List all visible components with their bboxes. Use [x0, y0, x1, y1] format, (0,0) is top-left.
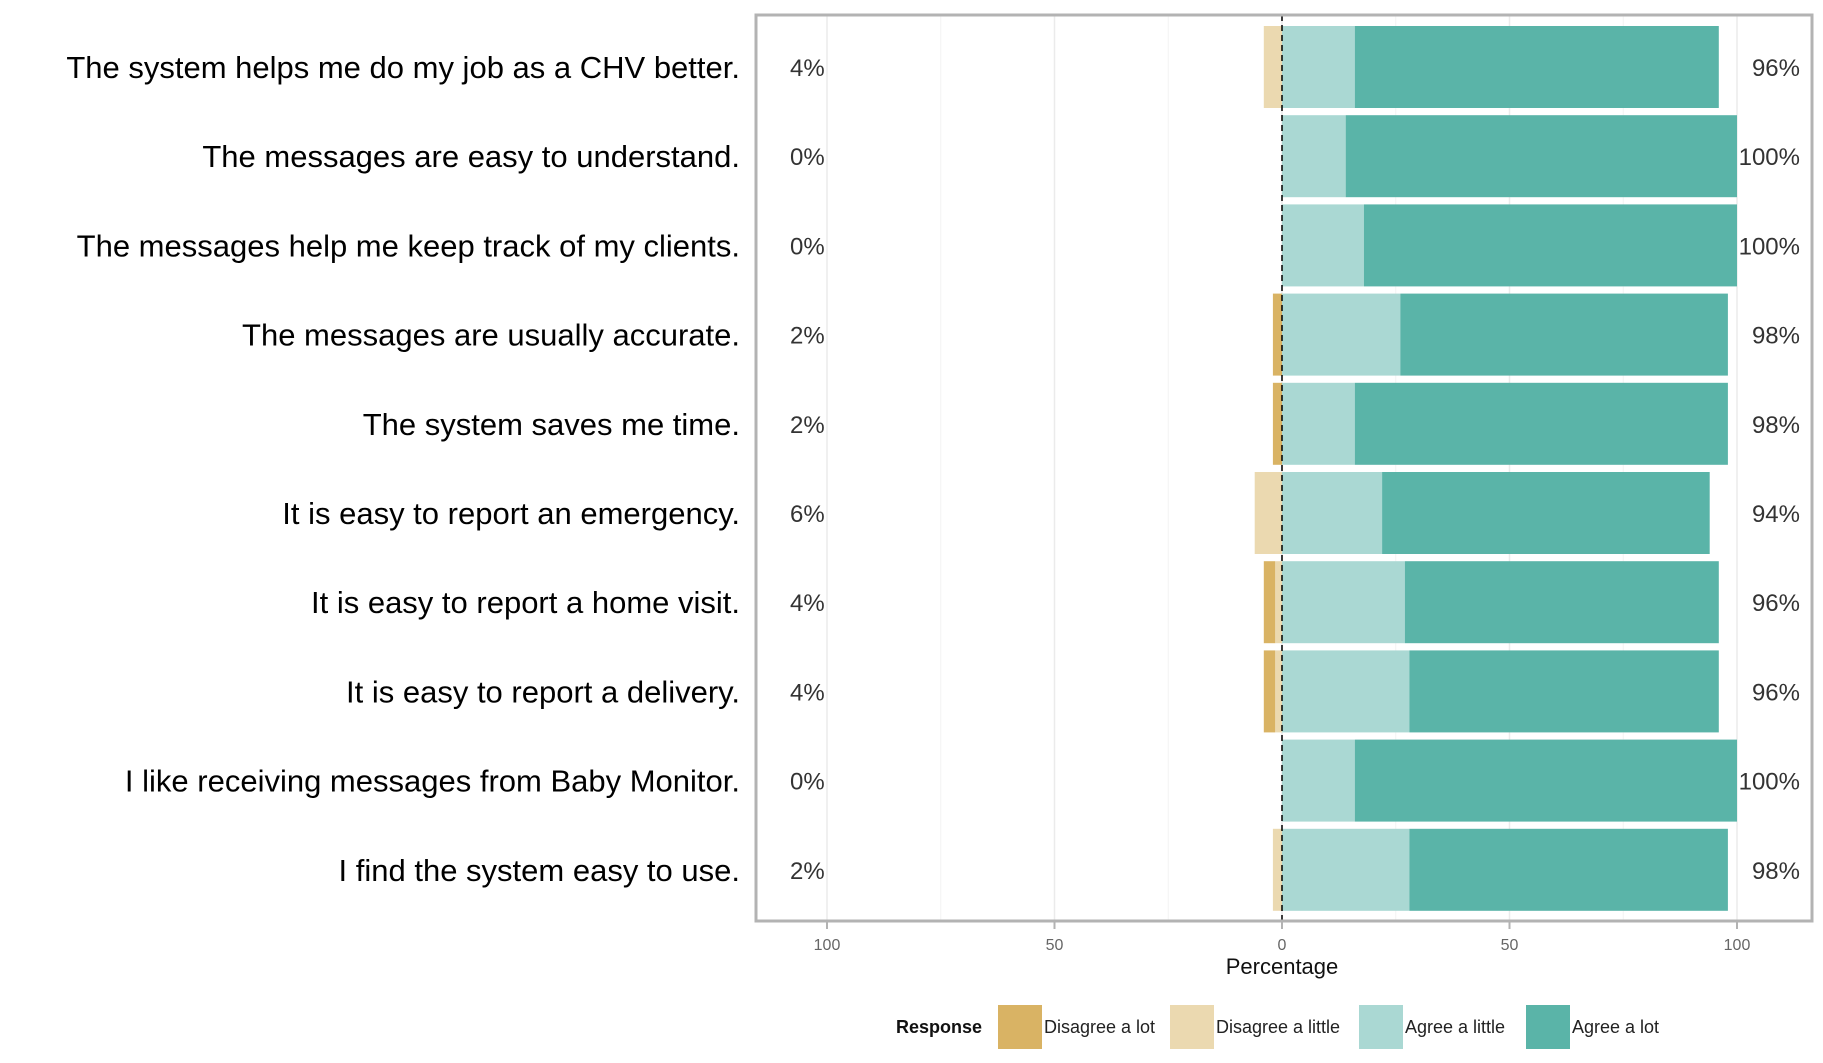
- statement-label: It is easy to report a delivery.: [346, 674, 740, 709]
- right-percent-label: 96%: [1752, 590, 1800, 617]
- x-tick-label: 0: [1278, 937, 1287, 954]
- legend-swatch: [1526, 1005, 1570, 1049]
- x-tick-label: 50: [1501, 937, 1519, 954]
- statement-label: The messages are easy to understand.: [202, 139, 740, 174]
- bar-agree-a-little: [1282, 650, 1410, 733]
- right-percent-label: 96%: [1752, 679, 1800, 706]
- bar-disagree-a-little: [1254, 472, 1282, 554]
- bar-agree-a-little: [1282, 828, 1410, 911]
- bar-agree-a-lot: [1404, 561, 1719, 644]
- bar-agree-a-little: [1282, 293, 1401, 376]
- right-percent-label: 100%: [1739, 144, 1800, 171]
- bar-disagree-a-little: [1263, 26, 1282, 108]
- panel-border: [754, 13, 1814, 923]
- bar-agree-a-little: [1282, 204, 1364, 287]
- bars: [1254, 26, 1737, 911]
- bar-agree-a-lot: [1354, 382, 1728, 465]
- bar-disagree-a-little: [1272, 828, 1282, 911]
- bar-disagree-a-lot: [1263, 561, 1276, 644]
- legend-label: Disagree a lot: [1044, 1017, 1155, 1037]
- bar-disagree-a-lot: [1272, 382, 1282, 465]
- bar-agree-a-lot: [1363, 204, 1737, 287]
- bar-disagree-a-little: [1275, 650, 1282, 733]
- legend-swatch: [1359, 1005, 1403, 1049]
- right-percent-label: 100%: [1739, 233, 1800, 260]
- statement-label: The system helps me do my job as a CHV b…: [66, 50, 740, 85]
- bar-agree-a-lot: [1400, 293, 1728, 376]
- statement-label: The messages help me keep track of my cl…: [77, 228, 740, 263]
- right-percent-label: 96%: [1752, 55, 1800, 82]
- x-axis-title: Percentage: [1226, 954, 1339, 979]
- statement-label: The system saves me time.: [363, 407, 740, 442]
- bar-agree-a-little: [1282, 472, 1383, 554]
- bar-agree-a-lot: [1354, 26, 1719, 108]
- right-percent-label: 94%: [1752, 501, 1800, 528]
- legend-swatch: [998, 1005, 1042, 1049]
- legend-label: Disagree a little: [1216, 1017, 1340, 1037]
- percent-labels: 4% 96% 0% 100% 0% 100% 2% 98% 2% 98% 6% 94% 4% 96% 4% 9…: [790, 55, 1800, 885]
- bar-agree-a-little: [1282, 115, 1346, 198]
- right-percent-label: 98%: [1752, 858, 1800, 885]
- legend-label: Agree a little: [1405, 1017, 1505, 1037]
- left-percent-label: 0%: [790, 233, 825, 260]
- left-percent-label: 0%: [790, 769, 825, 796]
- left-percent-label: 4%: [790, 55, 825, 82]
- statement-label: I find the system easy to use.: [339, 853, 740, 888]
- bar-disagree-a-lot: [1272, 293, 1282, 376]
- bar-agree-a-lot: [1382, 472, 1710, 554]
- x-tick-label: 100: [1724, 937, 1751, 954]
- legend-label: Agree a lot: [1572, 1017, 1659, 1037]
- x-tick-label: 50: [1046, 937, 1064, 954]
- bar-agree-a-little: [1282, 382, 1355, 465]
- legend-swatch: [1170, 1005, 1214, 1049]
- left-percent-label: 4%: [790, 590, 825, 617]
- right-percent-label: 98%: [1752, 412, 1800, 439]
- left-percent-label: 4%: [790, 679, 825, 706]
- bar-agree-a-lot: [1409, 828, 1728, 911]
- left-percent-label: 0%: [790, 144, 825, 171]
- bar-disagree-a-little: [1275, 561, 1282, 644]
- bar-agree-a-little: [1282, 739, 1355, 822]
- x-axis-ticks: 100 50 0 50 100: [814, 922, 1751, 954]
- statement-label: It is easy to report an emergency.: [282, 496, 740, 531]
- bar-agree-a-lot: [1345, 115, 1737, 198]
- bar-agree-a-little: [1282, 561, 1405, 644]
- right-percent-label: 100%: [1739, 769, 1800, 796]
- x-tick-label: 100: [814, 937, 841, 954]
- legend: Response Disagree a lot Disagree a little A…: [896, 1005, 1659, 1049]
- statement-labels: The system helps me do my job as a CHV b…: [66, 50, 740, 888]
- left-percent-label: 2%: [790, 323, 825, 350]
- bar-agree-a-little: [1282, 26, 1355, 108]
- statement-label: I like receiving messages from Baby Moni…: [125, 764, 740, 799]
- left-percent-label: 2%: [790, 412, 825, 439]
- left-percent-label: 2%: [790, 858, 825, 885]
- left-percent-label: 6%: [790, 501, 825, 528]
- statement-label: The messages are usually accurate.: [242, 318, 740, 353]
- bar-agree-a-lot: [1409, 650, 1719, 733]
- legend-title: Response: [896, 1017, 982, 1037]
- right-percent-label: 98%: [1752, 323, 1800, 350]
- bar-agree-a-lot: [1354, 739, 1737, 822]
- bar-disagree-a-lot: [1263, 650, 1276, 733]
- statement-label: It is easy to report a home visit.: [311, 585, 740, 620]
